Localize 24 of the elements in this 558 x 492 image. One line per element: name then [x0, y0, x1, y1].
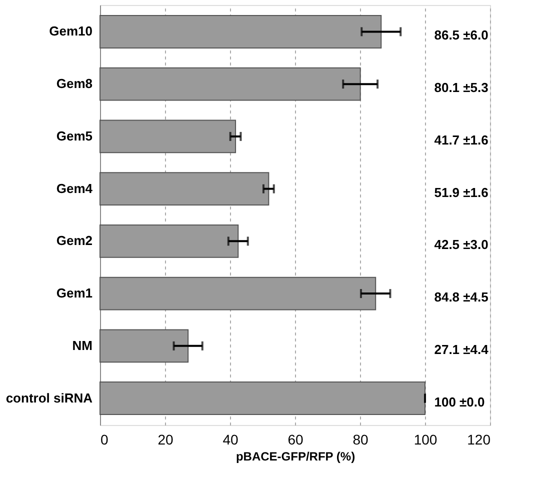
x-tick-label: 100	[414, 432, 438, 448]
y-tick-label: Gem1	[56, 286, 92, 301]
x-tick-label: 20	[158, 432, 174, 448]
x-tick-label: 80	[352, 432, 368, 448]
data-label: 84.8 ±4.5	[434, 290, 488, 305]
y-tick-label: Gem10	[49, 24, 92, 39]
x-tick-label: 40	[222, 432, 238, 448]
data-label: 80.1 ±5.3	[434, 80, 488, 96]
x-tick-label: 60	[288, 432, 304, 448]
data-label: 86.5 ±6.0	[434, 28, 488, 43]
x-tick-label: 120	[467, 432, 491, 448]
data-label: 51.9 ±1.6	[434, 184, 488, 200]
y-tick-label: Gem5	[56, 128, 92, 144]
x-tick-label: 0	[100, 432, 108, 448]
y-tick-label: Gem8	[56, 76, 92, 92]
y-tick-label: Gem4	[56, 180, 94, 196]
data-label: 100 ±0.0	[434, 394, 485, 410]
y-tick-label: Gem2	[56, 233, 92, 248]
y-tick-label: control siRNA	[6, 390, 94, 406]
data-label: 27.1 ±4.4	[434, 342, 490, 357]
x-axis-title: pBACE-GFP/RFP (%)	[236, 450, 356, 464]
y-tick-label: NM	[72, 338, 92, 353]
data-label: 42.5 ±3.0	[434, 237, 488, 252]
data-label: 41.7 ±1.6	[434, 132, 488, 148]
